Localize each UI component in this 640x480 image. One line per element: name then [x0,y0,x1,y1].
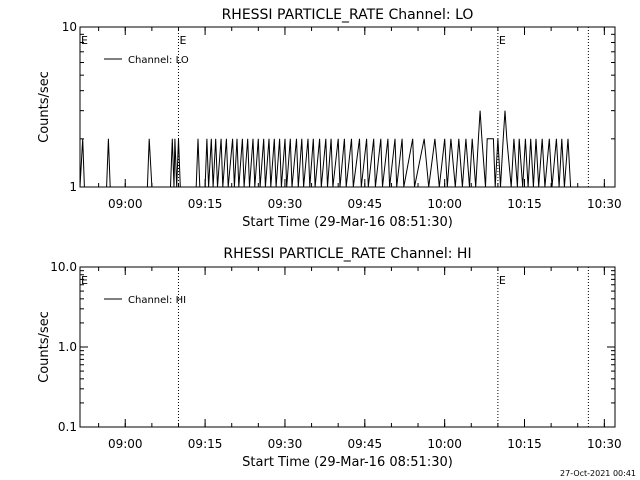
x-tick-label: 10:30 [587,437,622,451]
y-tick-label: 0.1 [58,420,77,434]
chart-title: RHESSI PARTICLE_RATE Channel: LO [222,7,474,23]
data-series-line [79,110,572,188]
plot-frame [79,266,616,428]
legend-label: Channel: HI [128,295,186,306]
x-tick-label: 09:30 [268,437,303,451]
y-tick-label: 1 [69,180,77,194]
x-tick-label: 09:00 [108,197,143,211]
x-axis-label: Start Time (29-Mar-16 08:51:30) [242,455,453,470]
event-marker-label: E [179,34,186,47]
x-tick-label: 10:00 [427,197,462,211]
x-tick-label: 09:45 [348,197,383,211]
x-axis-label: Start Time (29-Mar-16 08:51:30) [242,215,453,230]
event-marker-label: E [81,274,88,287]
y-tick-label: 1.0 [58,340,77,354]
y-tick-label: 10.0 [50,260,77,274]
x-tick-label: 10:00 [427,437,462,451]
plot-frame [79,26,616,188]
event-marker-label: E [499,274,506,287]
y-axis-label: Counts/sec [37,311,52,383]
event-marker-label: E [499,34,506,47]
x-tick-label: 09:45 [348,437,383,451]
chart-title: RHESSI PARTICLE_RATE Channel: HI [223,246,471,262]
x-tick-label: 09:00 [108,437,143,451]
generation-timestamp: 27-Oct-2021 00:41 [560,469,636,478]
x-tick-label: 10:15 [507,197,542,211]
x-tick-label: 09:15 [188,197,223,211]
x-tick-label: 09:30 [268,197,303,211]
y-tick-label: 10 [62,20,77,34]
x-tick-label: 10:15 [507,437,542,451]
y-axis-label: Counts/sec [37,71,52,143]
event-marker-label: E [81,34,88,47]
legend-label: Channel: LO [128,55,189,66]
x-tick-label: 09:15 [188,437,223,451]
x-tick-label: 10:30 [587,197,622,211]
